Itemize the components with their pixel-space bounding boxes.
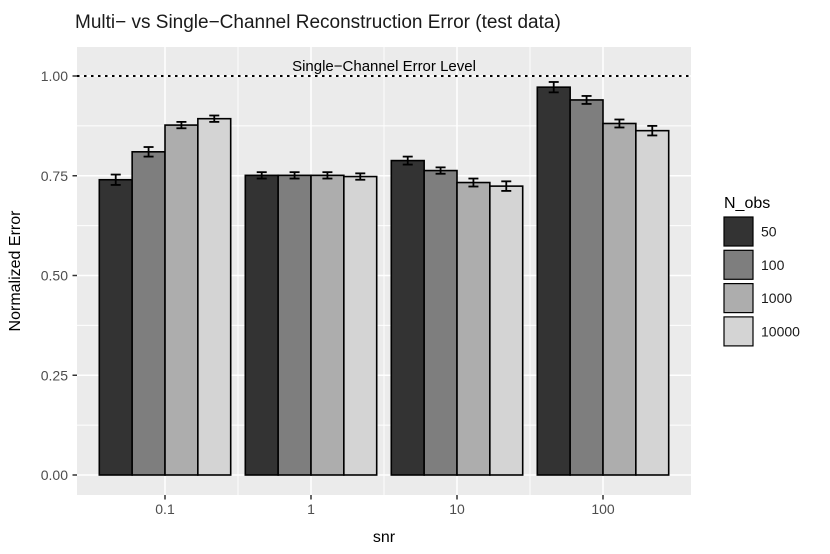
legend-keys: 50 100 1000 10000	[723, 216, 800, 347]
bar-snr-0.1-nobs-100	[131, 151, 166, 476]
bar-snr-100-nobs-10000	[635, 129, 670, 476]
y-tick-label: 0.25	[41, 367, 68, 383]
bar-snr-10-nobs-1000	[456, 181, 491, 476]
errorbar-snr-100-nobs-10000	[647, 124, 658, 137]
reference-line-label: Single−Channel Error Level	[292, 58, 476, 75]
errorbar-snr-1-nobs-10000	[355, 172, 366, 181]
x-tick-label: 0.1	[155, 501, 175, 517]
x-tick-label: 100	[591, 501, 615, 517]
y-tick-label: 0.50	[41, 268, 68, 284]
bar-snr-100-nobs-100	[569, 99, 604, 476]
bar-snr-10-nobs-100	[423, 169, 458, 476]
bar-snr-0.1-nobs-1000	[164, 124, 199, 476]
legend-label-1000: 1000	[761, 290, 792, 306]
bar-snr-0.1-nobs-10000	[197, 117, 232, 476]
legend-title: N_obs	[724, 195, 770, 212]
bar-snr-1-nobs-100	[277, 174, 312, 476]
y-tick-label: 0.00	[41, 467, 68, 483]
legend-label-10000: 10000	[761, 323, 800, 339]
bar-snr-10-nobs-50	[390, 159, 425, 476]
errorbar-snr-1-nobs-100	[289, 171, 300, 180]
errorbar-snr-1-nobs-50	[256, 171, 267, 180]
legend-label-100: 100	[761, 257, 785, 273]
legend-swatch-10000	[723, 316, 754, 347]
errorbar-snr-100-nobs-100	[581, 95, 592, 105]
legend-swatch-50	[723, 216, 754, 247]
legend-swatch-1000	[723, 283, 754, 314]
legend-swatch-100	[723, 249, 754, 280]
bar-snr-0.1-nobs-50	[98, 178, 133, 476]
bar-snr-100-nobs-50	[536, 86, 571, 476]
y-axis-title: Normalized Error	[7, 210, 24, 332]
y-tick-label: 0.75	[41, 168, 68, 184]
bar-snr-10-nobs-10000	[489, 185, 524, 476]
y-tick-label: 1.00	[41, 68, 68, 84]
errorbar-snr-10-nobs-10000	[501, 180, 512, 192]
error-bars	[110, 81, 658, 192]
errorbar-snr-10-nobs-100	[435, 166, 446, 175]
legend: N_obs 50 100 1000 10000	[723, 195, 800, 347]
bar-snr-1-nobs-1000	[310, 174, 345, 476]
errorbar-snr-10-nobs-1000	[468, 177, 479, 188]
errorbar-snr-1-nobs-1000	[322, 171, 333, 180]
errorbar-snr-0.1-nobs-100	[143, 146, 154, 158]
axes: 0.00 0.25 0.50 0.75 1.00 0.1 1 10 100	[41, 68, 615, 517]
bar-snr-1-nobs-50	[244, 174, 279, 476]
legend-label-50: 50	[761, 224, 777, 240]
x-axis-title: snr	[373, 529, 396, 546]
errorbar-snr-100-nobs-1000	[614, 118, 625, 129]
x-tick-label: 10	[449, 501, 465, 517]
bar-snr-1-nobs-10000	[343, 175, 378, 476]
errorbar-snr-0.1-nobs-10000	[209, 114, 220, 123]
bar-snr-100-nobs-1000	[602, 122, 637, 476]
errorbar-snr-0.1-nobs-1000	[176, 120, 187, 130]
errorbar-snr-0.1-nobs-50	[110, 173, 121, 186]
errorbar-snr-100-nobs-50	[548, 81, 559, 94]
x-tick-label: 1	[307, 501, 315, 517]
errorbar-snr-10-nobs-50	[402, 155, 413, 166]
chart-title: Multi− vs Single−Channel Reconstruction …	[75, 12, 561, 33]
